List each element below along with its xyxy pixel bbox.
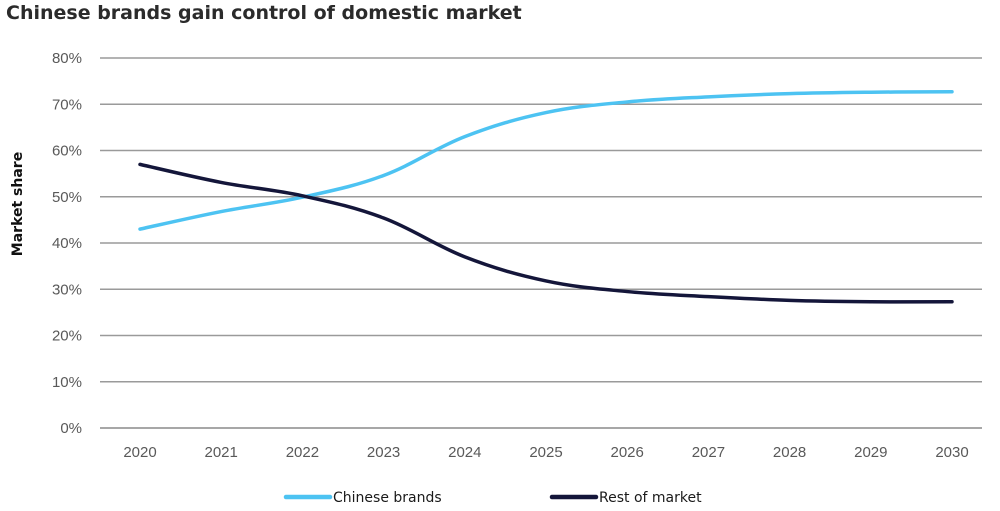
chart-title: Chinese brands gain control of domestic … — [6, 2, 522, 24]
x-tick-label: 2025 — [529, 444, 562, 461]
y-tick-label: 30% — [52, 281, 82, 298]
legend-label: Rest of market — [599, 490, 702, 506]
series-line-chinese-brands — [138, 90, 954, 231]
x-tick-label: 2023 — [367, 444, 400, 461]
y-tick-label: 80% — [52, 50, 82, 67]
series-line-rest-of-market — [138, 162, 954, 304]
y-tick-label: 70% — [52, 96, 82, 113]
gridlines — [100, 57, 982, 429]
y-axis-title: Market share — [10, 152, 26, 256]
series-lines — [138, 90, 954, 304]
y-tick-label: 40% — [52, 235, 82, 252]
x-tick-label: 2028 — [773, 444, 806, 461]
y-axis-ticks: 0% 10% 20% 30% 40% 50% 60% 70% 80% — [52, 50, 82, 437]
x-tick-label: 2024 — [448, 444, 481, 461]
y-tick-label: 0% — [60, 420, 82, 437]
y-tick-label: 60% — [52, 143, 82, 160]
x-tick-label: 2021 — [205, 444, 238, 461]
x-tick-label: 2020 — [123, 444, 156, 461]
y-tick-label: 10% — [52, 374, 82, 391]
x-tick-label: 2030 — [935, 444, 968, 461]
x-tick-label: 2029 — [854, 444, 887, 461]
x-axis-ticks: 2020 2021 2022 2023 2024 2025 2026 2027 2028 2029… — [123, 444, 968, 461]
x-tick-label: 2026 — [611, 444, 644, 461]
y-tick-label: 20% — [52, 328, 82, 345]
x-tick-label: 2022 — [286, 444, 319, 461]
y-tick-label: 50% — [52, 189, 82, 206]
x-tick-label: 2027 — [692, 444, 725, 461]
legend: Chinese brands Rest of market — [283, 490, 702, 506]
legend-label: Chinese brands — [333, 490, 442, 506]
